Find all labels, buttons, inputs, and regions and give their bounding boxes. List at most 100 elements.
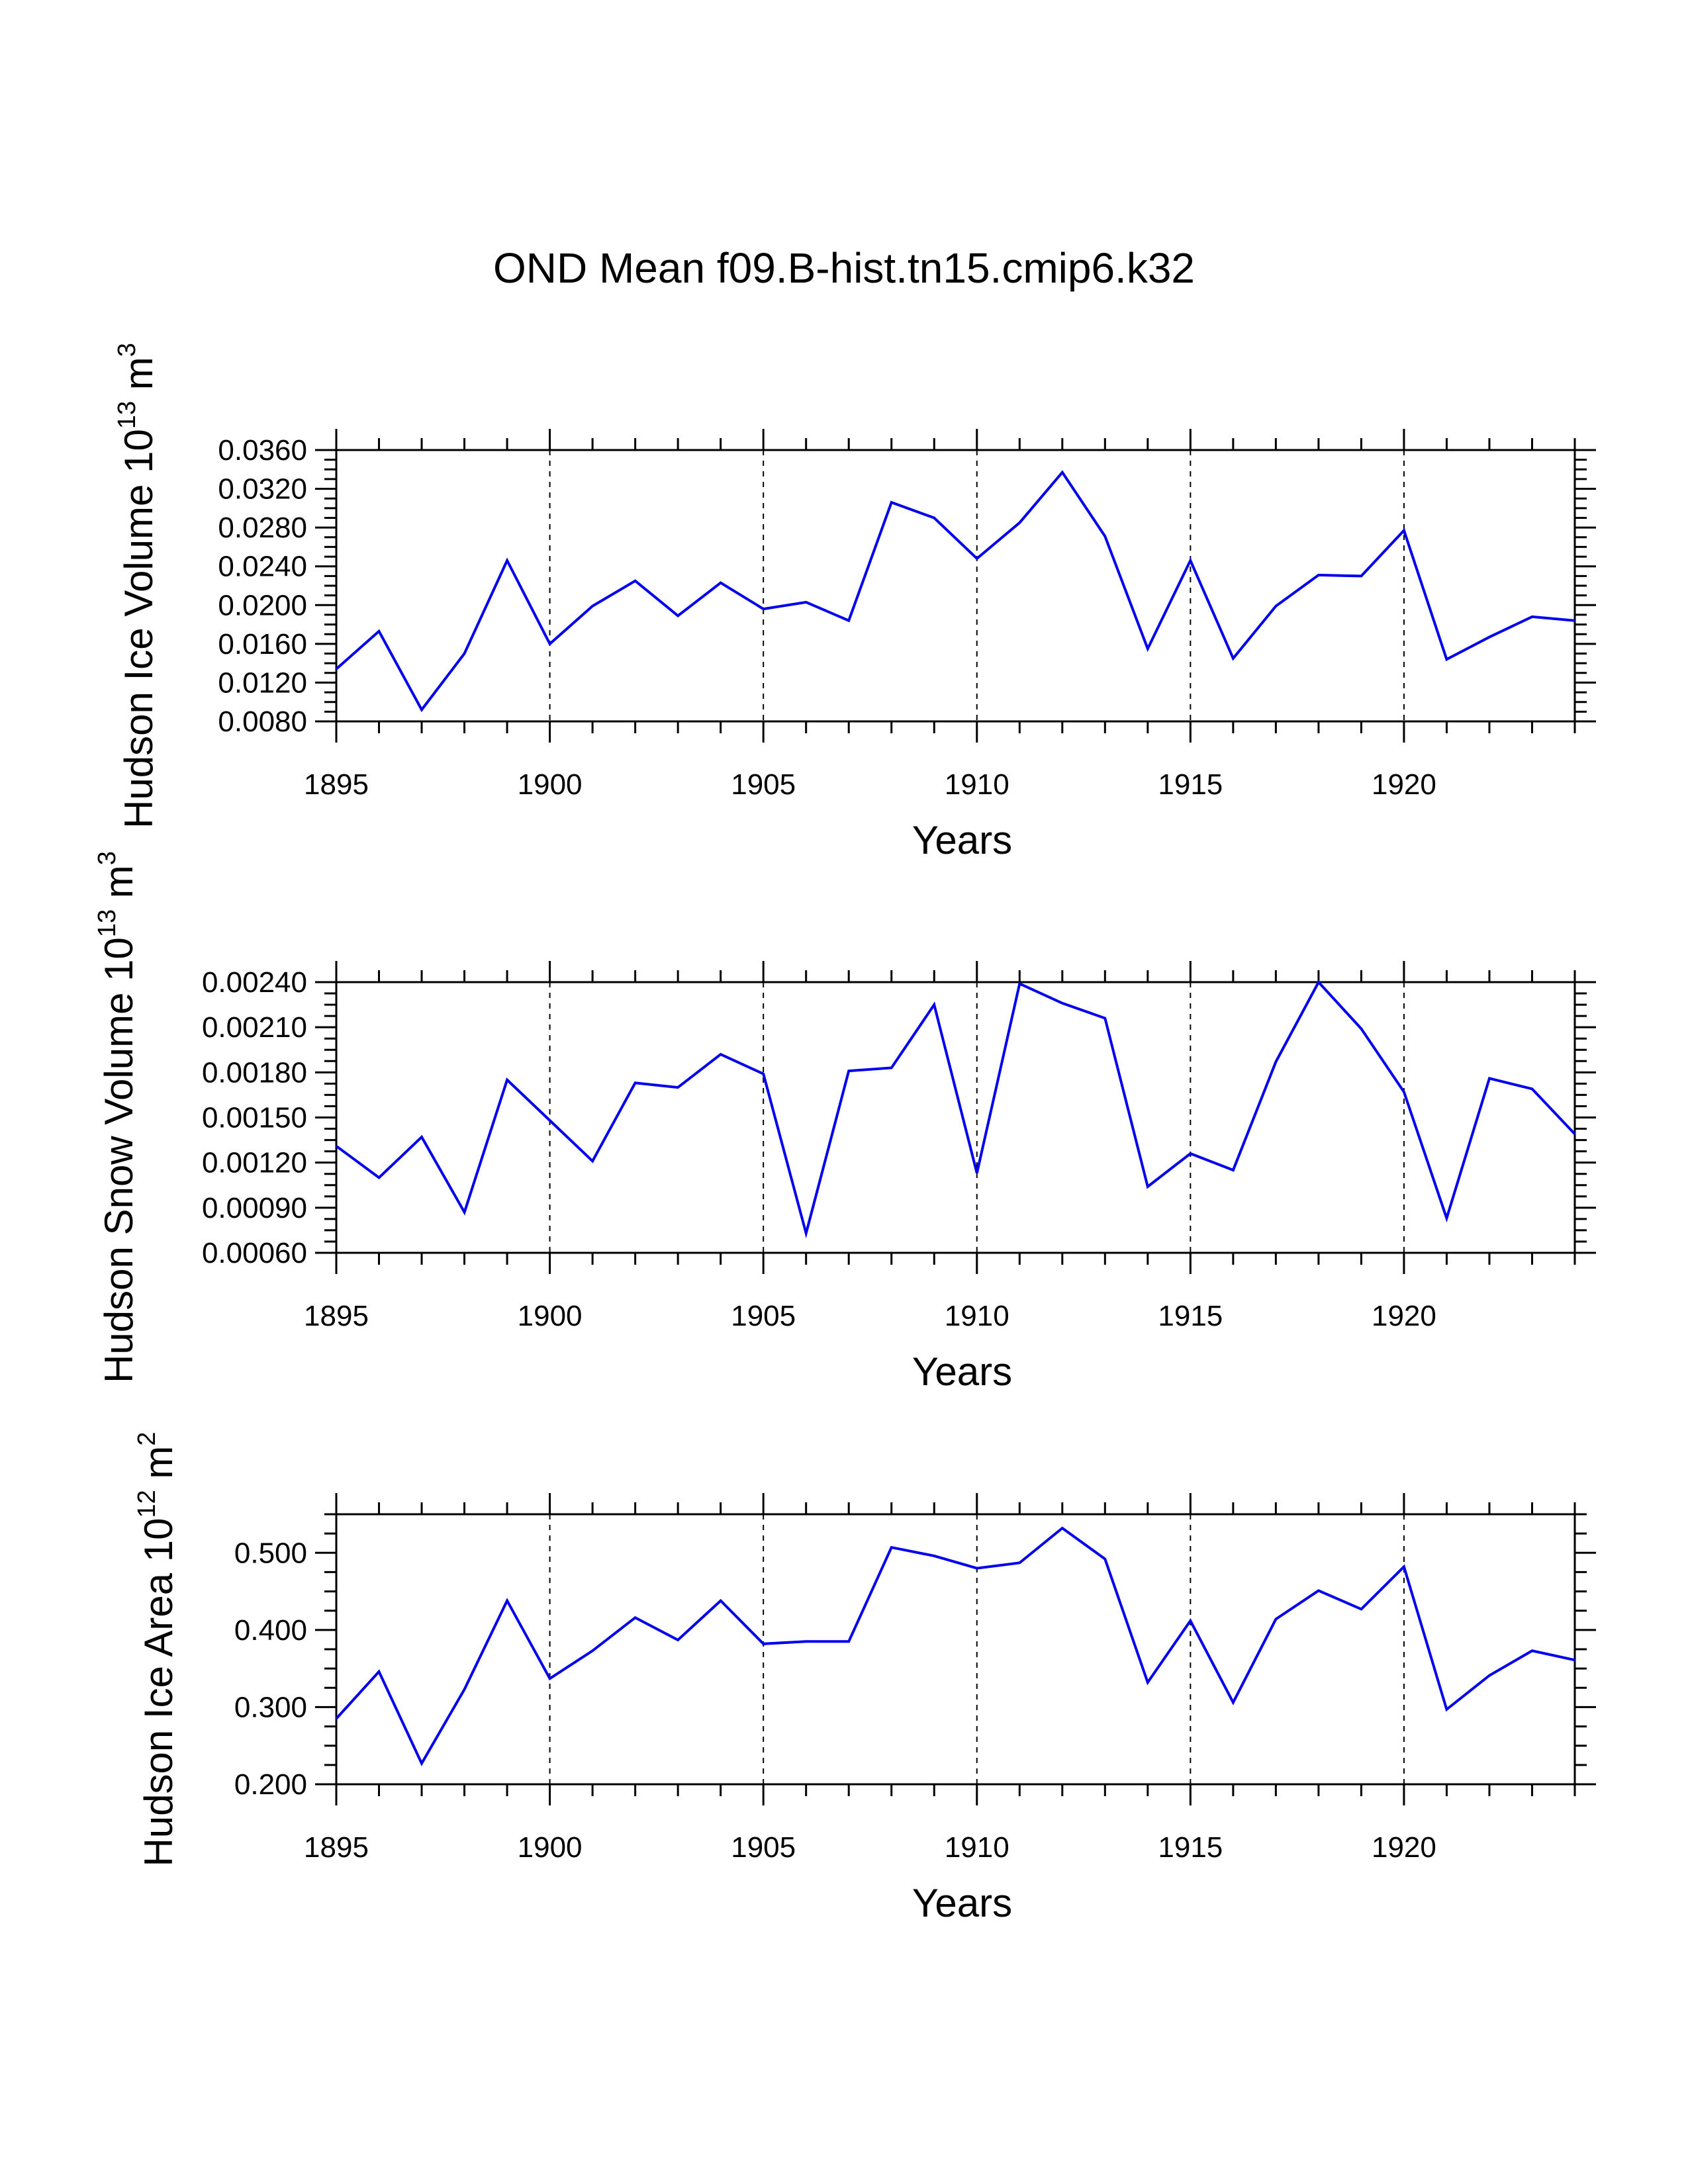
data-point [1061,471,1064,474]
data-point [1403,1565,1405,1568]
data-point [1274,1618,1277,1621]
y-tick-label: 0.0280 [218,512,307,544]
data-point [1147,1681,1149,1684]
data-point [847,1069,850,1072]
data-point [1360,1608,1362,1610]
y-axis-title: Hudson Snow Volume 1013 m3 [93,851,141,1383]
x-tick-label: 1900 [518,1300,583,1332]
data-point [762,608,765,610]
data-point [549,643,551,645]
x-tick-label: 1920 [1372,768,1436,801]
data-point [933,517,935,520]
data-point [720,582,722,584]
data-point [463,1688,466,1691]
data-point [335,1717,338,1720]
data-point [549,1677,551,1680]
data-point [677,1639,679,1641]
data-point [1573,1659,1576,1661]
x-tick-label: 1915 [1158,1831,1223,1864]
data-point [1317,574,1320,576]
data-point [378,1176,381,1179]
data-point [420,1136,423,1138]
data-point [463,653,466,655]
data-point [933,1555,935,1557]
data-point [976,557,978,560]
data-point [1018,982,1021,985]
y-tick-label: 0.0200 [218,589,307,621]
data-point [1103,535,1106,537]
data-point [762,1073,765,1075]
x-axis-title: Years [912,1349,1012,1394]
y-tick-label: 0.500 [234,1537,307,1569]
y-tick-label: 0.0320 [218,473,307,506]
data-point [677,614,679,617]
y-tick-label: 0.400 [234,1614,307,1647]
data-point [378,1670,381,1673]
x-tick-label: 1905 [731,768,796,801]
plot-frame [335,449,1576,723]
y-tick-label: 0.0360 [218,434,307,467]
data-point [1403,1091,1405,1093]
y-tick-label: 0.00120 [202,1147,307,1179]
data-point [420,1762,423,1765]
data-point [933,1003,935,1006]
y-tick-label: 0.0120 [218,666,307,699]
data-point [1274,1060,1277,1063]
data-point [1530,1649,1533,1652]
data-point [1147,647,1149,650]
x-tick-label: 1910 [945,768,1009,801]
chart-panel-3: 0.200 0.300 0.400 0.500 1895 1900 1905 1910 1915… [133,1432,1596,1925]
x-tick-label: 1895 [304,1300,369,1332]
y-axis-title: Hudson Ice Area 1012 m2 [133,1432,181,1866]
data-point [420,708,423,711]
x-tick-label: 1920 [1372,1831,1436,1864]
y-tick-label: 0.00150 [202,1102,307,1134]
data-point [1445,1217,1448,1220]
data-point [762,1643,765,1645]
x-tick-label: 1895 [304,768,369,801]
series-line [335,1526,1575,1766]
y-tick-label: 0.00210 [202,1011,307,1044]
data-point [976,1172,978,1175]
data-point [1530,1087,1533,1090]
data-point [1189,559,1192,562]
data-point [1018,1561,1021,1564]
data-point [1530,615,1533,618]
y-tick-label: 0.00180 [202,1056,307,1089]
data-point [1189,1619,1192,1622]
data-point [1360,574,1362,577]
data-point [720,1053,722,1056]
data-point [847,1640,850,1643]
data-point [1189,1152,1192,1155]
data-point [335,668,338,670]
data-point [805,1232,808,1234]
x-tick-label: 1910 [945,1300,1009,1332]
y-tick-label: 0.300 [234,1691,307,1723]
data-point [677,1086,679,1089]
x-axis-title: Years [912,1881,1012,1925]
data-point [1274,605,1277,608]
data-point [890,1546,893,1549]
y-tick-label: 0.0240 [218,551,307,583]
data-point [1488,636,1491,639]
chart-panel-2: 0.00060 0.00090 0.00120 0.00150 0.00180 0.002… [93,851,1596,1394]
data-point [1232,1701,1235,1704]
data-point [1103,1017,1106,1020]
data-point [335,1145,338,1148]
x-tick-label: 1905 [731,1300,796,1332]
data-point [506,1079,508,1081]
data-point [847,619,850,622]
data-point [1018,522,1021,524]
data-point [1061,1002,1064,1005]
data-point [890,501,893,504]
data-point [591,1649,594,1652]
plot-frame [335,981,1576,1254]
data-point [1360,1027,1362,1030]
data-point [1488,1674,1491,1677]
series-line [335,979,1576,1239]
data-point [1403,529,1405,532]
chart-panel-1: 0.0080 0.0120 0.0160 0.0200 0.0240 0.0280 0.03… [113,343,1596,862]
data-point [1317,1589,1320,1592]
x-tick-label: 1895 [304,1831,369,1864]
